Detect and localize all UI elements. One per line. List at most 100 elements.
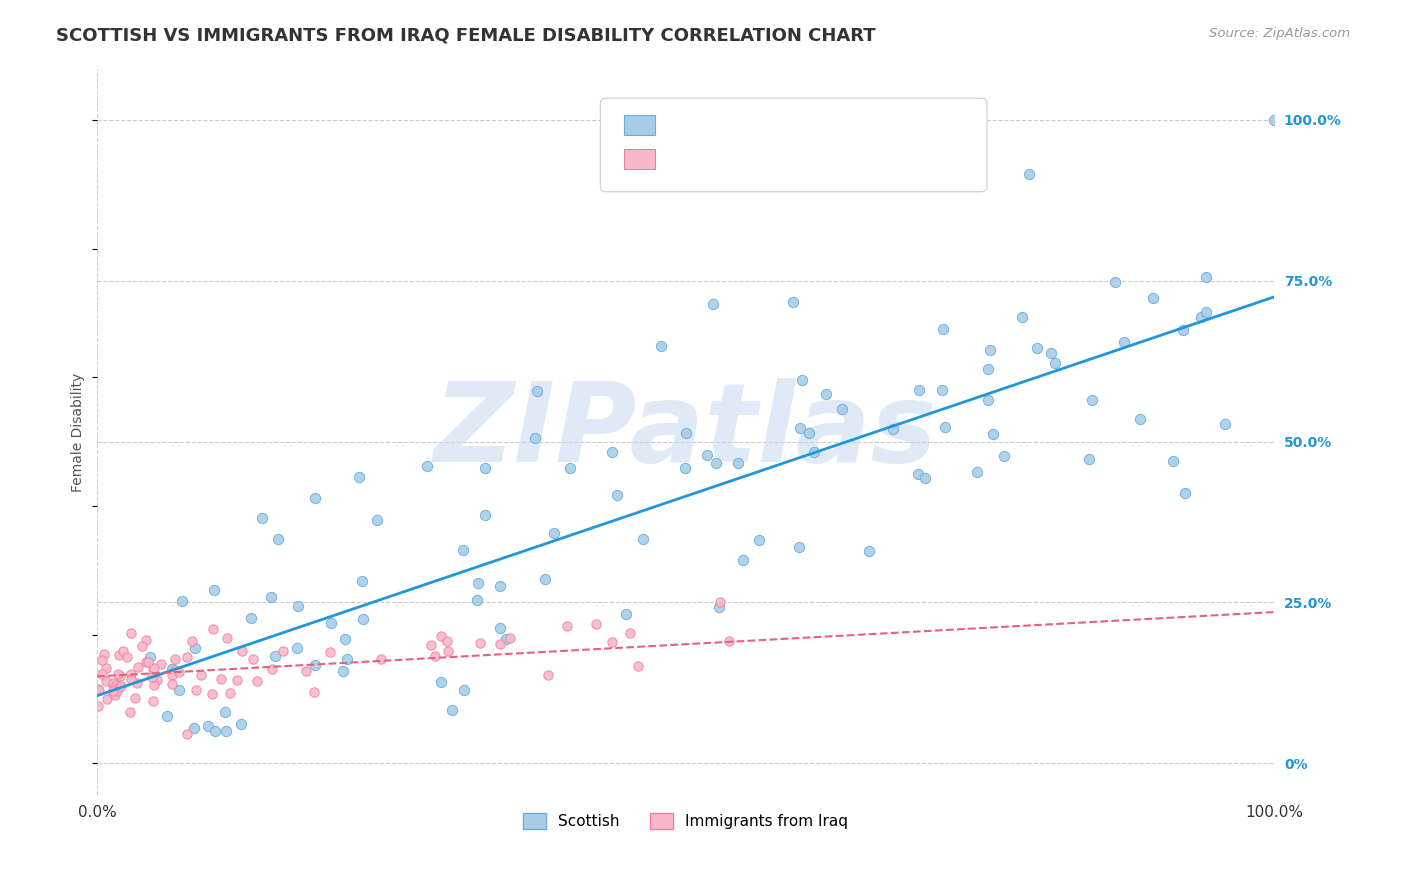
Point <box>1189 310 1212 324</box>
Point <box>319 645 342 659</box>
Point <box>160 677 183 691</box>
Point <box>907 467 929 482</box>
Point <box>93 647 115 661</box>
Point <box>262 662 284 676</box>
Text: SCOTTISH VS IMMIGRANTS FROM IRAQ FEMALE DISABILITY CORRELATION CHART: SCOTTISH VS IMMIGRANTS FROM IRAQ FEMALE … <box>56 27 876 45</box>
Point <box>420 638 443 652</box>
Point <box>304 491 326 506</box>
Point <box>124 691 146 706</box>
Point <box>170 594 193 608</box>
Point <box>267 532 290 546</box>
Point <box>142 663 165 677</box>
Point <box>141 670 163 684</box>
Point <box>347 470 370 484</box>
Point <box>285 640 308 655</box>
Point <box>468 636 491 650</box>
Point <box>260 590 283 604</box>
Point <box>143 678 166 692</box>
Point <box>815 386 838 401</box>
Point <box>350 574 373 589</box>
Point <box>90 653 112 667</box>
Point <box>160 662 183 676</box>
Point <box>1171 323 1194 337</box>
Point <box>1263 113 1285 128</box>
Point <box>118 706 141 720</box>
Point <box>366 513 388 527</box>
Point <box>696 448 718 462</box>
Point <box>787 540 810 554</box>
Point <box>1195 270 1218 285</box>
Point <box>120 626 142 640</box>
Point <box>176 649 198 664</box>
Point <box>1142 291 1164 305</box>
Point <box>1194 305 1216 319</box>
Point <box>94 673 117 688</box>
Point <box>104 688 127 702</box>
Point <box>335 651 357 665</box>
Point <box>717 634 740 648</box>
Point <box>709 595 731 609</box>
Point <box>108 648 131 663</box>
Point <box>231 644 253 658</box>
Y-axis label: Female Disability: Female Disability <box>72 372 86 491</box>
Point <box>190 667 212 681</box>
Point <box>436 634 458 648</box>
Point <box>1129 411 1152 425</box>
Point <box>702 296 724 310</box>
Point <box>437 644 460 658</box>
Point <box>209 672 232 686</box>
Point <box>453 682 475 697</box>
Point <box>202 583 225 598</box>
Point <box>1025 341 1047 355</box>
Text: ZIPatlas: ZIPatlas <box>433 378 938 485</box>
Point <box>165 652 187 666</box>
Point <box>908 383 931 397</box>
Point <box>103 686 125 700</box>
Point <box>96 661 118 675</box>
Point <box>143 661 166 675</box>
Point <box>105 684 128 698</box>
Point <box>831 401 853 416</box>
Point <box>600 445 623 459</box>
Point <box>675 426 697 441</box>
Point <box>181 633 204 648</box>
Point <box>184 640 207 655</box>
Point <box>706 456 728 470</box>
Point <box>204 724 226 739</box>
Point <box>979 343 1001 357</box>
Point <box>115 650 138 665</box>
Point <box>789 421 811 435</box>
Point <box>264 648 287 663</box>
Point <box>555 618 578 632</box>
Point <box>633 533 655 547</box>
Point <box>977 393 1000 408</box>
Point <box>523 431 546 445</box>
Point <box>302 685 325 699</box>
Point <box>799 425 821 440</box>
Point <box>650 339 672 353</box>
Point <box>295 664 318 678</box>
Point <box>287 599 309 613</box>
Point <box>120 667 142 681</box>
Point <box>451 542 474 557</box>
Point <box>977 362 1000 376</box>
Point <box>499 631 522 645</box>
Point <box>197 719 219 733</box>
Point <box>149 657 172 671</box>
Point <box>87 681 110 696</box>
Point <box>931 383 953 397</box>
Point <box>1112 335 1135 350</box>
Point <box>932 321 955 335</box>
Point <box>782 295 804 310</box>
Point <box>440 703 463 717</box>
Point <box>1081 393 1104 408</box>
Point <box>1213 417 1236 431</box>
Point <box>214 705 236 719</box>
Point <box>474 508 496 522</box>
Point <box>108 680 131 694</box>
Point <box>120 672 142 686</box>
Point <box>1040 346 1063 360</box>
Point <box>165 663 187 677</box>
Point <box>495 632 517 646</box>
Point <box>803 445 825 459</box>
